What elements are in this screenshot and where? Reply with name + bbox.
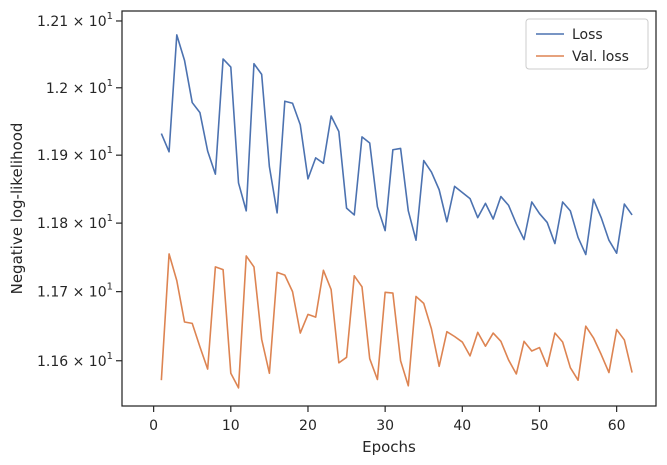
y-tick-mantissa: 1.17 — [37, 285, 68, 301]
x-tick-label: 0 — [149, 418, 158, 434]
y-tick-mantissa: 1.2 — [46, 81, 68, 97]
plot-frame — [121, 10, 657, 407]
y-tick-label: 1.17 × 101 — [37, 282, 113, 301]
x-tick-label: 20 — [299, 418, 317, 434]
x-tick-label: 50 — [531, 418, 549, 434]
x-tick-label: 60 — [608, 418, 626, 434]
legend-label: Loss — [572, 27, 603, 43]
x-tick-label: 40 — [453, 418, 471, 434]
y-tick-exponent: 1 — [107, 213, 113, 224]
y-tick-base: 10 — [89, 216, 107, 232]
y-tick-times: × — [68, 148, 89, 164]
y-tick-mantissa: 1.21 — [37, 14, 68, 30]
y-tick-label: 1.16 × 101 — [37, 351, 113, 370]
y-tick-times: × — [68, 285, 89, 301]
plot-area — [160, 34, 633, 389]
y-tick-times: × — [68, 354, 89, 370]
y-tick-base: 10 — [89, 354, 107, 370]
y-tick-label: 1.19 × 101 — [37, 145, 113, 164]
y-tick-times: × — [68, 81, 89, 97]
y-tick-base: 10 — [89, 14, 107, 30]
series-line-loss — [160, 34, 633, 256]
y-tick-times: × — [68, 14, 89, 30]
y-tick-base: 10 — [89, 148, 107, 164]
legend: Loss Val. loss — [525, 18, 649, 70]
y-tick-base: 10 — [89, 285, 107, 301]
y-tick-exponent: 1 — [107, 145, 113, 156]
y-tick-exponent: 1 — [107, 78, 113, 89]
y-tick-times: × — [68, 216, 89, 232]
y-tick-label: 1.18 × 101 — [37, 213, 113, 232]
y-tick-label: 1.21 × 101 — [37, 11, 113, 30]
y-axis-label: Negative log-likelihood — [8, 123, 26, 295]
y-tick-label: 1.2 × 101 — [46, 78, 113, 97]
x-axis-label: Epochs — [362, 438, 416, 456]
x-tick-label: 10 — [222, 418, 240, 434]
y-tick-base: 10 — [89, 81, 107, 97]
y-tick-exponent: 1 — [107, 11, 113, 22]
legend-label: Val. loss — [572, 49, 629, 65]
y-tick-mantissa: 1.16 — [37, 354, 68, 370]
y-tick-exponent: 1 — [107, 351, 113, 362]
series-line-val-loss — [160, 253, 633, 389]
y-tick-mantissa: 1.18 — [37, 216, 68, 232]
x-tick-label: 30 — [376, 418, 394, 434]
y-tick-exponent: 1 — [107, 282, 113, 293]
x-axis-ticks: 0 10 20 30 40 50 60 — [149, 406, 626, 434]
y-tick-mantissa: 1.19 — [37, 148, 68, 164]
